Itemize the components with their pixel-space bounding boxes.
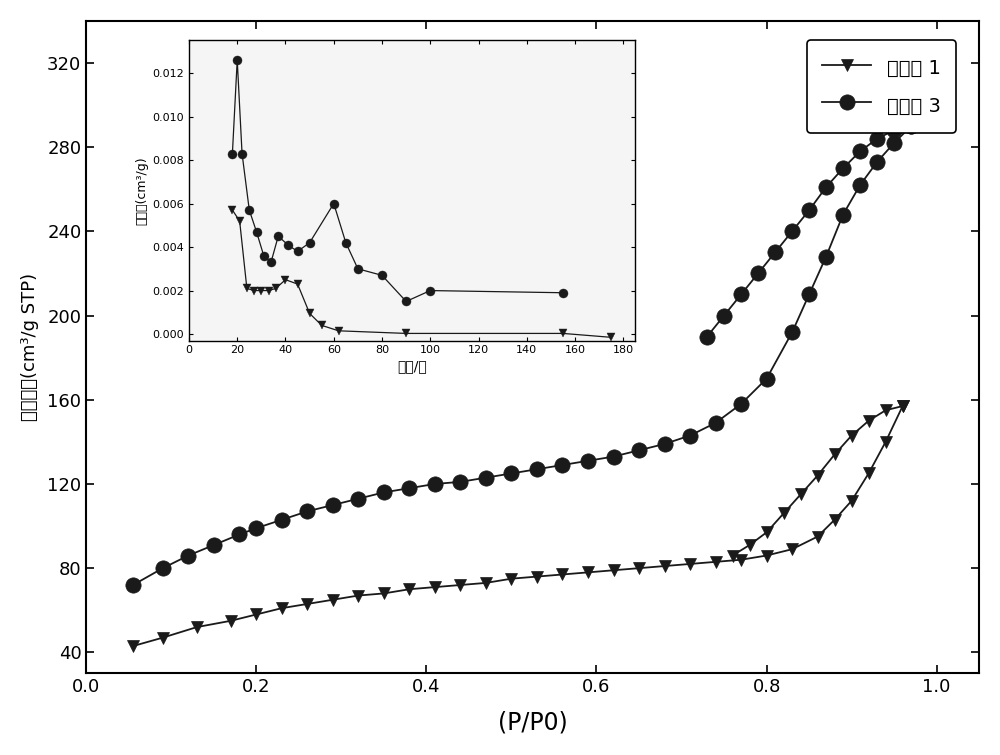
X-axis label: (P/P0): (P/P0) [498,710,568,734]
Legend: 对比例 1, 实施例 3: 对比例 1, 实施例 3 [807,40,956,133]
Y-axis label: 吸附体积(cm³/g STP): 吸附体积(cm³/g STP) [21,273,39,421]
